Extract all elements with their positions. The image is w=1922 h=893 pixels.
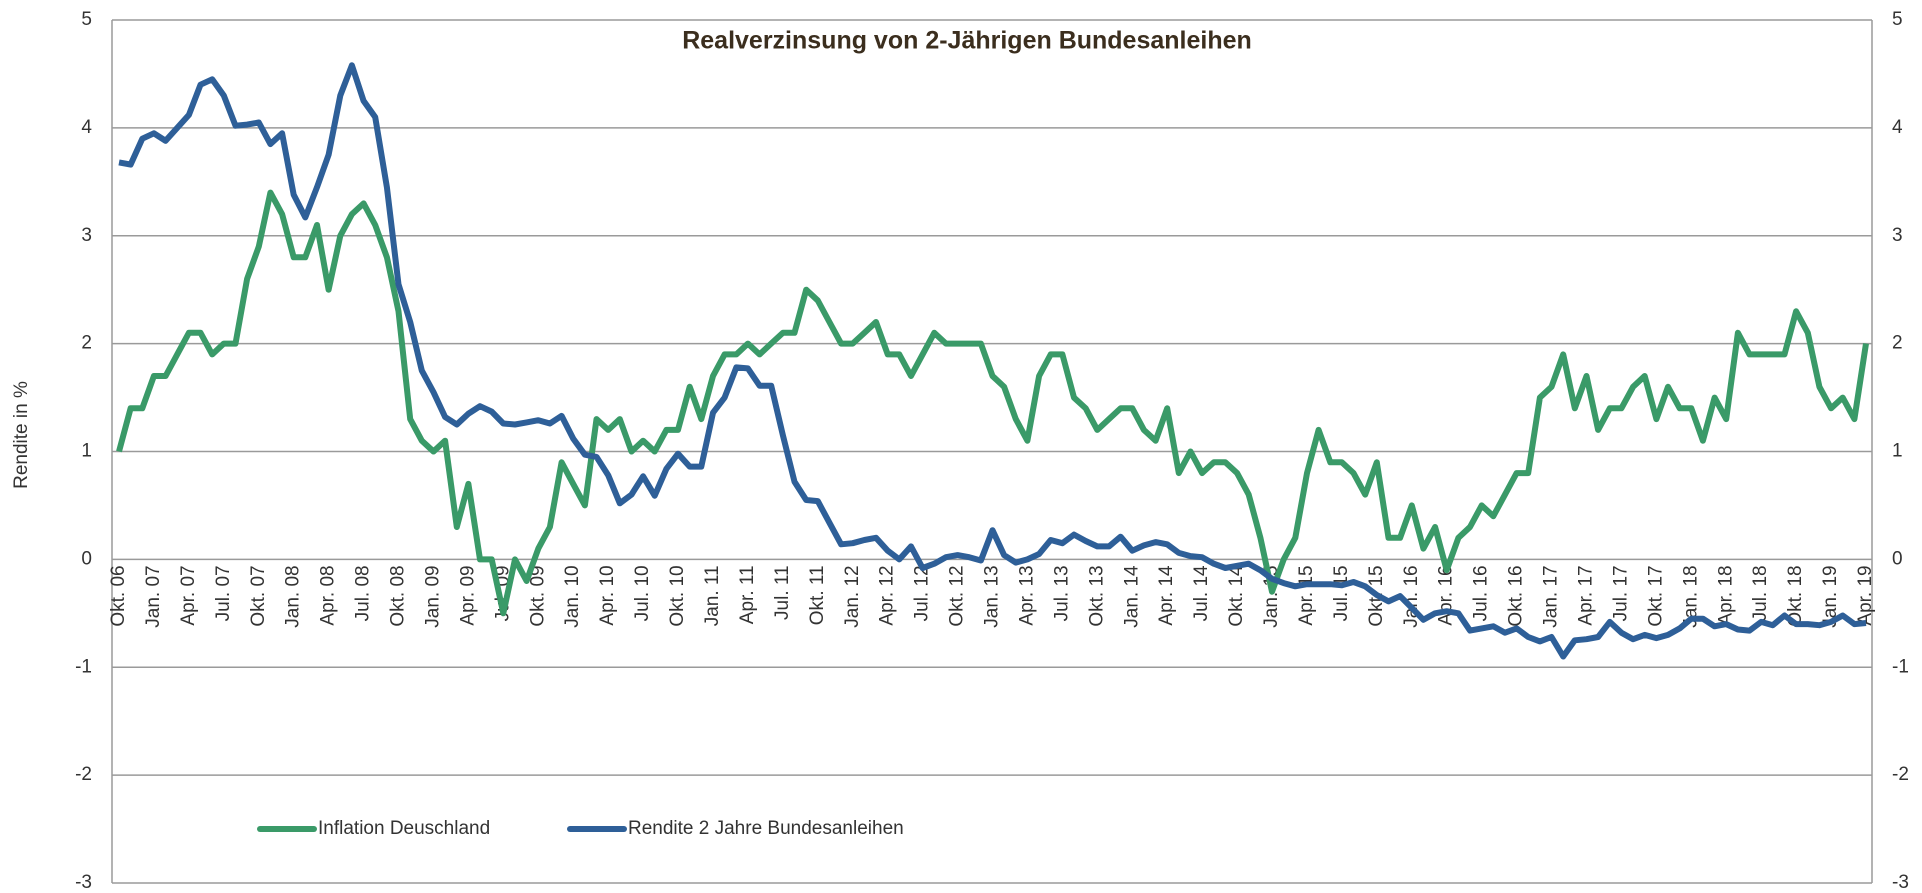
x-tick-label: Apr. 13 xyxy=(1016,565,1037,625)
x-tick-label: Okt. 09 xyxy=(527,565,548,626)
x-tick-label: Jul. 10 xyxy=(632,565,653,621)
x-tick-label: Apr. 14 xyxy=(1156,565,1177,626)
y2-tick-label: 4 xyxy=(1892,117,1903,138)
x-tick-label: Jan. 07 xyxy=(143,565,164,627)
y-tick-label: -2 xyxy=(75,764,92,785)
y-tick-label: 1 xyxy=(81,441,92,462)
x-tick-label: Jan. 19 xyxy=(1820,565,1841,627)
y2-tick-label: 5 xyxy=(1892,9,1903,30)
x-tick-label: Jul. 11 xyxy=(772,565,793,620)
x-tick-label: Apr. 10 xyxy=(597,565,618,625)
y2-tick-label: 2 xyxy=(1892,333,1903,354)
x-tick-label: Apr. 07 xyxy=(178,565,199,625)
x-tick-label: Jul. 14 xyxy=(1191,565,1212,621)
x-tick-label: Apr. 17 xyxy=(1575,565,1596,625)
y2-tick-label: 0 xyxy=(1892,548,1903,569)
x-tick-label: Jan. 17 xyxy=(1541,565,1562,627)
y2-tick-label: 3 xyxy=(1892,225,1903,246)
series-line xyxy=(116,189,1869,617)
x-tick-label: Jan. 11 xyxy=(702,565,723,626)
x-tick-label: Okt. 08 xyxy=(388,565,409,626)
y-tick-label: -1 xyxy=(75,656,92,677)
legend-label: Rendite 2 Jahre Bundesanleihen xyxy=(628,818,904,839)
x-tick-label: Jan. 18 xyxy=(1680,565,1701,627)
y2-tick-label: 1 xyxy=(1892,441,1903,462)
y-tick-label: 5 xyxy=(81,9,92,30)
x-tick-label: Apr. 16 xyxy=(1436,565,1457,625)
legend-label: Inflation Deuschland xyxy=(318,818,490,839)
x-tick-label: Okt. 06 xyxy=(108,565,129,626)
y-tick-label: -3 xyxy=(75,872,92,893)
x-tick-label: Jan. 10 xyxy=(562,565,583,627)
x-tick-label: Jan. 09 xyxy=(422,565,443,627)
x-tick-label: Apr. 12 xyxy=(877,565,898,625)
y-tick-label: 0 xyxy=(81,548,92,569)
series-line xyxy=(118,62,1867,660)
x-tick-label: Jul. 15 xyxy=(1331,565,1352,621)
x-tick-label: Jan. 12 xyxy=(842,565,863,627)
chart-title: Realverzinsung von 2-Jährigen Bundesanle… xyxy=(682,27,1252,55)
y-tick-label: 4 xyxy=(81,117,92,138)
x-tick-label: Jul. 13 xyxy=(1051,565,1072,621)
x-tick-label: Apr. 19 xyxy=(1855,565,1876,625)
x-tick-label: Apr. 11 xyxy=(737,565,758,624)
x-tick-label: Okt. 14 xyxy=(1226,565,1247,627)
x-tick-label: Apr. 18 xyxy=(1715,565,1736,625)
y2-tick-label: -3 xyxy=(1892,872,1909,893)
x-tick-label: Jan. 14 xyxy=(1121,565,1142,628)
x-tick-label: Okt. 16 xyxy=(1506,565,1527,626)
x-tick-label: Apr. 15 xyxy=(1296,565,1317,625)
x-tick-label: Apr. 08 xyxy=(318,565,339,625)
x-tick-label: Okt. 17 xyxy=(1645,565,1666,626)
x-tick-label: Okt. 07 xyxy=(248,565,269,626)
x-tick-label: Apr. 09 xyxy=(457,565,478,625)
x-tick-label: Jul. 16 xyxy=(1471,565,1492,621)
y2-tick-label: -1 xyxy=(1892,656,1909,677)
x-tick-label: Okt. 18 xyxy=(1785,565,1806,626)
x-tick-label: Jan. 13 xyxy=(982,565,1003,627)
x-tick-label: Okt. 12 xyxy=(947,565,968,626)
x-tick-label: Jul. 17 xyxy=(1610,565,1631,621)
y2-tick-label: -2 xyxy=(1892,764,1909,785)
x-tick-label: Jul. 07 xyxy=(213,565,234,621)
x-tick-label: Jul. 18 xyxy=(1750,565,1771,621)
y-axis-label: Rendite in % xyxy=(11,381,32,489)
x-tick-label: Jul. 12 xyxy=(912,565,933,621)
x-tick-label: Okt. 11 xyxy=(807,565,828,625)
x-tick-label: Jul. 08 xyxy=(353,565,374,621)
x-tick-label: Okt. 13 xyxy=(1086,565,1107,626)
y-tick-label: 3 xyxy=(81,225,92,246)
x-tick-label: Jan. 08 xyxy=(283,565,304,627)
y-tick-label: 2 xyxy=(81,333,92,354)
x-tick-label: Okt. 10 xyxy=(667,565,688,626)
